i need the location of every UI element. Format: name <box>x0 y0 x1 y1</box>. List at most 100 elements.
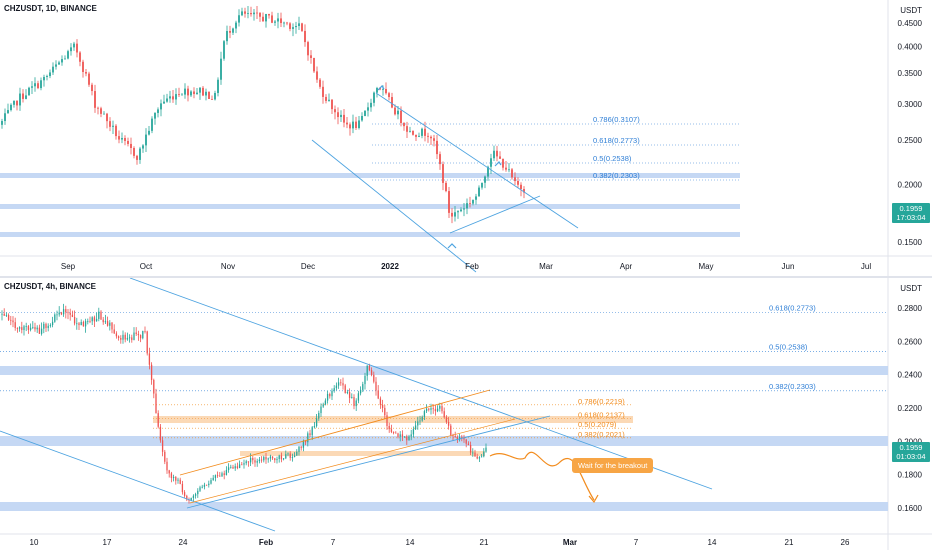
daily-candle <box>280 18 282 24</box>
daily-support-zone <box>0 204 740 209</box>
4h-fib-label: 0.618(0.2773) <box>769 304 816 313</box>
4h-candle <box>80 321 82 326</box>
daily-candle <box>301 23 303 31</box>
4h-candle <box>16 327 19 329</box>
daily-candle <box>409 130 411 132</box>
4h-candle <box>274 458 276 461</box>
daily-candle <box>274 21 276 23</box>
4h-candle <box>139 335 142 339</box>
4h-candle <box>291 456 294 458</box>
daily-price-tick: 0.3000 <box>898 100 923 109</box>
daily-candle <box>310 55 312 58</box>
daily-candle <box>340 114 342 118</box>
daily-candle <box>289 23 291 29</box>
4h-currency-label: USDT <box>900 284 922 293</box>
daily-candle <box>130 143 132 148</box>
4h-candle <box>126 337 129 340</box>
4h-support-zone <box>0 502 888 511</box>
4h-fib-zone <box>240 451 485 456</box>
4h-candle <box>69 312 71 315</box>
daily-candle <box>169 96 171 99</box>
daily-candle <box>457 211 459 213</box>
daily-candle <box>256 12 258 14</box>
daily-candle <box>427 135 429 137</box>
4h-candle <box>362 384 364 390</box>
daily-candle <box>337 112 339 118</box>
daily-candle <box>166 98 168 102</box>
daily-candle <box>394 107 396 115</box>
daily-candle <box>115 125 117 137</box>
daily-candle <box>355 121 357 129</box>
daily-candle <box>223 41 225 59</box>
daily-candle <box>106 113 108 122</box>
daily-candle <box>91 84 93 92</box>
daily-candle <box>424 128 426 136</box>
daily-candle <box>451 212 453 217</box>
daily-time-tick: Apr <box>620 262 633 271</box>
daily-candle <box>361 115 363 121</box>
daily-candle <box>103 113 105 115</box>
daily-time-tick: Jun <box>782 262 795 271</box>
4h-candle <box>95 318 98 322</box>
4h-candle <box>36 327 38 330</box>
4h-candle <box>439 406 441 409</box>
daily-fib-label: 0.5(0.2538) <box>593 154 632 163</box>
daily-chart-canvas[interactable]: 0.786(0.3107) 0.618(0.2773) 0.5(0.2538) 0.3… <box>0 0 932 276</box>
daily-candle <box>523 189 525 193</box>
4h-candle <box>12 320 14 323</box>
4h-fib-orange-label: 0.382(0.2021) <box>578 430 625 439</box>
daily-candle <box>10 104 12 111</box>
daily-candle <box>346 122 348 125</box>
4h-candle <box>91 317 93 322</box>
daily-candle <box>358 120 360 129</box>
4h-candle <box>322 404 324 407</box>
daily-candle <box>439 154 441 165</box>
daily-candle <box>370 102 372 108</box>
4h-support-zone <box>0 436 888 446</box>
daily-candle <box>175 94 177 100</box>
4h-chart-pane[interactable]: 0.618(0.2773) 0.5(0.2538) 0.382(0.2303) 0.7… <box>0 278 932 550</box>
4h-chart-canvas[interactable]: 0.618(0.2773) 0.5(0.2538) 0.382(0.2303) 0.7… <box>0 278 932 550</box>
4h-candle <box>269 456 272 459</box>
daily-candle <box>511 169 513 178</box>
4h-candle <box>1 313 3 315</box>
4h-support-zone <box>0 366 888 375</box>
4h-candle <box>357 393 360 401</box>
4h-candle <box>293 455 296 457</box>
4h-candle <box>166 461 168 471</box>
4h-candle <box>425 408 428 412</box>
daily-price-axis <box>888 0 932 276</box>
daily-candle <box>37 83 39 89</box>
daily-candle <box>283 22 285 24</box>
daily-candle <box>58 62 60 65</box>
4h-rising-support <box>186 415 551 509</box>
4h-candle <box>210 480 212 484</box>
4h-candle <box>192 495 195 498</box>
4h-candle <box>27 326 30 330</box>
4h-candle <box>258 459 261 462</box>
daily-price-tick: 0.1500 <box>898 238 923 247</box>
daily-candle <box>292 27 294 29</box>
daily-price-tick: 0.2000 <box>898 181 923 190</box>
daily-candle <box>313 57 315 72</box>
pane-separator[interactable] <box>0 276 932 278</box>
4h-candle <box>304 440 307 443</box>
daily-support-zone <box>0 173 740 178</box>
daily-candle <box>478 187 480 197</box>
4h-candle <box>159 426 162 441</box>
4h-candle <box>38 327 41 334</box>
daily-chart-pane[interactable]: 0.786(0.3107) 0.618(0.2773) 0.5(0.2538) 0.3… <box>0 0 932 276</box>
4h-candle <box>241 464 243 466</box>
4h-candle <box>386 415 388 427</box>
4h-time-tick: 10 <box>30 538 39 547</box>
4h-candle <box>458 436 461 440</box>
4h-time-tick: Mar <box>563 538 577 547</box>
daily-chart-legend: CHZUSDT, 1D, BINANCE <box>4 4 97 13</box>
daily-candle <box>277 18 279 22</box>
daily-candle <box>172 96 174 100</box>
daily-candle <box>124 138 126 141</box>
4h-candle <box>124 334 126 340</box>
daily-candle <box>475 196 477 200</box>
4h-candle <box>472 452 474 454</box>
4h-candle <box>450 425 452 436</box>
